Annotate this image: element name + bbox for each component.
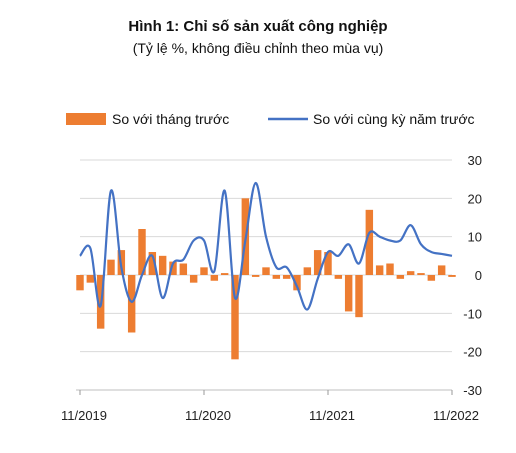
bar: [303, 267, 312, 275]
bar: [272, 275, 281, 279]
y-tick-label: 20: [468, 191, 482, 206]
bar: [262, 267, 270, 275]
axes: 30 20 10 0 -10 -20 -30 11/2019 11/2020 11/2021 11/…: [61, 153, 482, 423]
legend-bar-swatch: [66, 113, 106, 125]
x-tick-label: 11/2019: [61, 408, 107, 423]
y-tick-label: 0: [475, 268, 482, 283]
bar: [200, 267, 208, 275]
y-tick-label: 10: [468, 230, 482, 245]
bar: [355, 275, 363, 318]
bar: [189, 275, 198, 283]
bar: [365, 209, 374, 275]
bar: [107, 259, 115, 275]
bar: [127, 275, 136, 333]
bar: [396, 275, 405, 279]
legend-line-label: So với cùng kỳ năm trước: [313, 111, 475, 127]
bar: [220, 273, 229, 275]
chart-title: Hình 1: Chỉ số sản xuất công nghiệp: [128, 18, 388, 35]
bar: [344, 275, 353, 312]
chart-subtitle: (Tỷ lệ %, không điều chỉnh theo mùa vụ): [132, 40, 384, 56]
y-tick-label: -10: [463, 306, 482, 321]
bar: [282, 275, 291, 279]
bar: [86, 275, 95, 283]
bar: [293, 275, 301, 291]
bar: [448, 275, 456, 277]
bar: [386, 263, 394, 275]
bar: [437, 265, 446, 275]
bar: [324, 252, 332, 275]
line-path: [79, 181, 453, 311]
bar: [406, 271, 415, 275]
bar: [375, 265, 384, 275]
bar: [210, 275, 219, 281]
bar: [427, 275, 436, 281]
x-tick-label: 11/2021: [309, 408, 355, 423]
y-tick-label: 30: [468, 153, 482, 168]
y-tick-label: -20: [463, 345, 482, 360]
bar: [231, 275, 239, 360]
bar-series: [76, 198, 456, 360]
bar: [251, 275, 260, 277]
bar: [417, 273, 425, 275]
bar: [169, 261, 177, 275]
bar: [179, 263, 188, 275]
legend-bar-label: So với tháng trước: [112, 111, 229, 127]
x-tick-label: 11/2020: [185, 408, 231, 423]
bar: [158, 255, 167, 275]
x-tick-label: 11/2022: [433, 408, 479, 423]
y-tick-label: -30: [463, 383, 482, 398]
bar: [138, 229, 146, 275]
line-series: [79, 181, 453, 311]
bar: [148, 252, 157, 275]
bar: [334, 275, 343, 279]
bar: [313, 250, 322, 275]
bar: [76, 275, 84, 291]
